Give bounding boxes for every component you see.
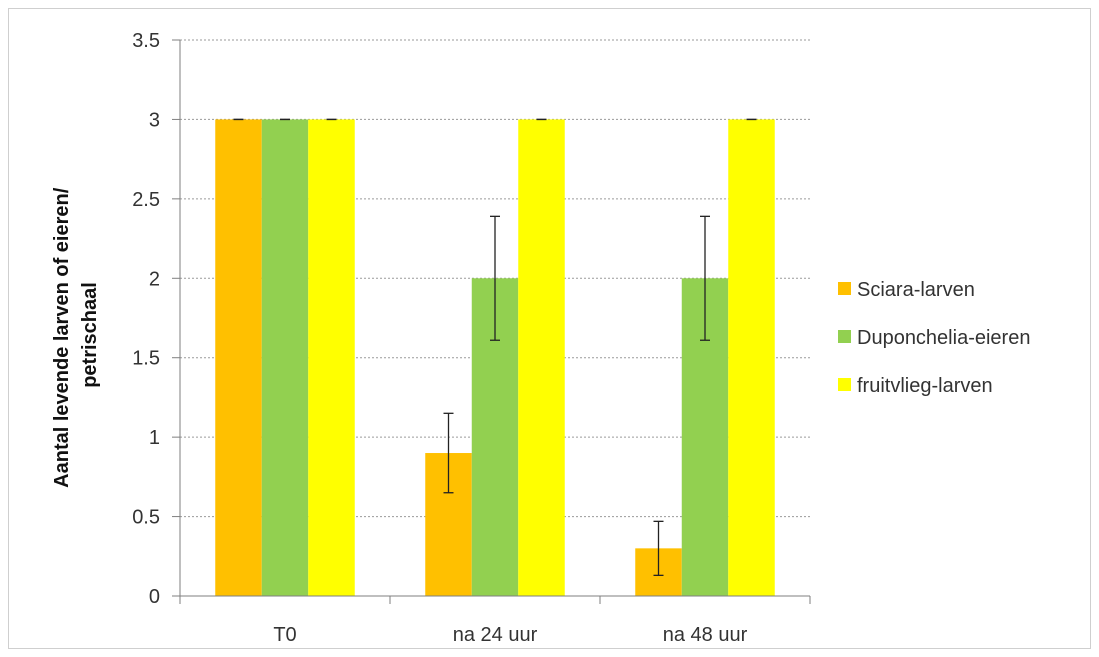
bars xyxy=(215,119,775,596)
y-tick-label: 0.5 xyxy=(132,507,160,529)
bar-Sciara-larven-T0 xyxy=(215,119,262,596)
x-tick-label: na 24 uur xyxy=(453,624,538,646)
y-tick-label: 2 xyxy=(149,268,160,290)
axes xyxy=(172,39,811,604)
legend-swatch xyxy=(838,330,851,343)
x-tick-labels: T0 na 24 uur na 48 uur xyxy=(273,624,747,646)
x-tick-label: na 48 uur xyxy=(663,624,748,646)
x-tick-label: T0 xyxy=(273,624,296,646)
y-axis-label: Aantal levende larven of eieren/ petrisc… xyxy=(51,182,101,488)
y-tick-labels: 0 0.5 1 1.5 2 2.5 3 3.5 xyxy=(132,30,160,608)
legend-label: Duponchelia-eieren xyxy=(857,327,1030,349)
y-tick-label: 1 xyxy=(149,427,160,449)
legend: Sciara-larven Duponchelia-eieren fruitvlie… xyxy=(838,279,1030,397)
y-tick-label: 3.5 xyxy=(132,30,160,52)
y-axis-label-line-1: Aantal levende larven of eieren/ xyxy=(51,187,73,488)
bar-fruitvlieg-larven-T0 xyxy=(308,119,355,596)
error-bars xyxy=(233,118,757,576)
y-tick-label: 1.5 xyxy=(132,348,160,370)
bar-Duponchelia-eieren-T0 xyxy=(261,119,309,596)
legend-swatch xyxy=(838,282,851,295)
legend-label: Sciara-larven xyxy=(857,279,975,301)
legend-label: fruitvlieg-larven xyxy=(857,375,993,397)
y-tick-label: 0 xyxy=(149,586,160,608)
y-tick-label: 2.5 xyxy=(132,189,160,211)
bar-fruitvlieg-larven-na 24 uur xyxy=(518,119,565,596)
legend-swatch xyxy=(838,378,851,391)
y-axis-label-line-2: petrischaal xyxy=(79,282,101,388)
y-tick-label: 3 xyxy=(149,109,160,131)
bar-fruitvlieg-larven-na 48 uur xyxy=(728,119,775,596)
